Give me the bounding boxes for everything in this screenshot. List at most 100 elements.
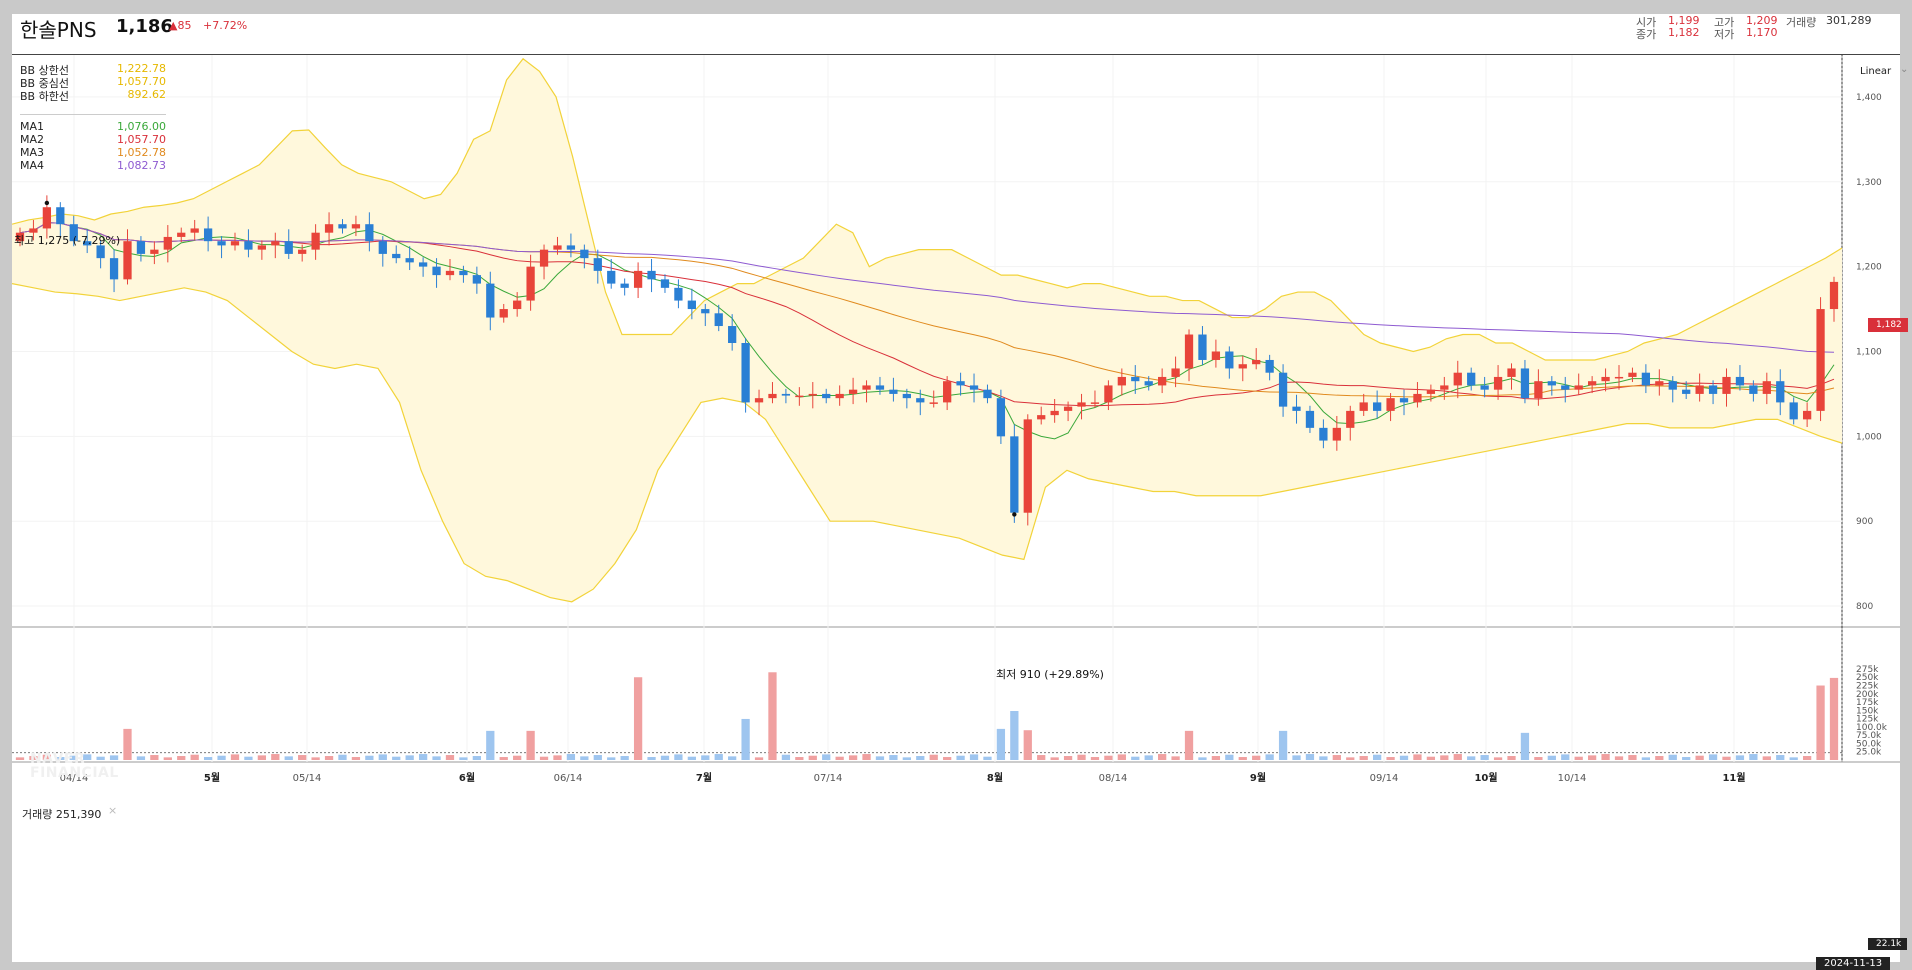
moving-average-layer bbox=[19, 222, 1835, 440]
candle-body bbox=[338, 224, 347, 229]
volume-bar bbox=[83, 754, 92, 760]
volume-bar bbox=[593, 755, 602, 760]
volume-bar bbox=[1117, 754, 1126, 760]
candle-body bbox=[96, 245, 105, 259]
volume-bar bbox=[956, 755, 965, 760]
volume-bar bbox=[1534, 757, 1543, 760]
candle-body bbox=[1507, 368, 1516, 377]
volume-bar bbox=[1722, 756, 1731, 760]
volume-bar bbox=[418, 754, 428, 760]
candle-body bbox=[15, 232, 25, 242]
volume-bar bbox=[996, 728, 1006, 760]
volume-bar bbox=[916, 756, 925, 760]
candle-body bbox=[728, 326, 737, 343]
candle-body bbox=[1292, 406, 1301, 411]
candle-body bbox=[244, 241, 253, 250]
volume-bar bbox=[1749, 754, 1758, 760]
legend-bb-middle-value: 1,057.70 bbox=[117, 75, 166, 88]
volume-tick-label: 125k bbox=[1856, 715, 1879, 725]
candle-body bbox=[929, 402, 938, 404]
volume-bar bbox=[1695, 755, 1704, 760]
legend-ma2-label: MA2 bbox=[20, 133, 45, 146]
volume-bar bbox=[1386, 757, 1395, 760]
candle-body bbox=[472, 275, 481, 284]
volume-bar bbox=[365, 755, 374, 760]
candle-body bbox=[1319, 427, 1328, 441]
candle-body bbox=[1278, 372, 1288, 407]
volume-bar bbox=[1104, 755, 1113, 760]
volume-tick-label: 250k bbox=[1856, 673, 1879, 683]
volume-bar bbox=[1373, 754, 1382, 760]
candle-body bbox=[1641, 372, 1651, 386]
candle-body bbox=[1520, 368, 1530, 399]
date-tick-label: 09/14 bbox=[1370, 773, 1399, 784]
bollinger-band-fill bbox=[12, 58, 1842, 602]
candle-body bbox=[1789, 402, 1798, 420]
chevron-down-icon[interactable]: ⌄ bbox=[1900, 64, 1909, 75]
candle-body bbox=[633, 270, 643, 288]
volume-bar bbox=[848, 755, 858, 760]
axis-layer: 1,400 1,300 1,200 1,100 1,000 900 800 04/14 5월 05… bbox=[60, 93, 1888, 784]
date-tick-label: 6월 bbox=[459, 772, 475, 784]
volume-bar bbox=[190, 754, 199, 760]
volume-bar bbox=[1507, 756, 1516, 760]
date-tick-label: 04/14 bbox=[60, 773, 89, 784]
candle-body bbox=[660, 279, 670, 288]
candle-body bbox=[69, 224, 78, 242]
candle-body bbox=[875, 385, 885, 390]
low-label: 저가 bbox=[1714, 28, 1735, 41]
candle-body bbox=[445, 270, 455, 276]
candle-body bbox=[553, 245, 562, 250]
volume-bar bbox=[1440, 755, 1449, 760]
volume-bar bbox=[1547, 755, 1556, 760]
candle-body bbox=[1816, 309, 1825, 411]
candle-body bbox=[1776, 381, 1785, 403]
price-tick-label: 1,400 bbox=[1856, 93, 1882, 103]
volume-bar bbox=[943, 757, 952, 760]
volume-bar bbox=[580, 756, 589, 760]
candle-body bbox=[1399, 398, 1409, 403]
volume-bar bbox=[338, 754, 347, 760]
price-tick-label: 900 bbox=[1856, 517, 1873, 527]
volume-bar bbox=[1278, 730, 1288, 760]
watermark-logo: NAVER FINANCIAL bbox=[30, 752, 119, 780]
candle-body bbox=[808, 393, 817, 396]
date-tick-label: 7월 bbox=[696, 772, 712, 784]
candle-body bbox=[217, 241, 226, 246]
candle-body bbox=[432, 266, 441, 276]
bollinger-upper-line bbox=[12, 57, 1843, 361]
ma2-line bbox=[19, 222, 1835, 407]
volume-bar bbox=[1319, 756, 1328, 760]
volume-tick-label: 150k bbox=[1856, 706, 1879, 716]
volume-bar bbox=[1171, 756, 1180, 760]
legend-ma1-label: MA1 bbox=[20, 120, 45, 133]
volume-bar bbox=[56, 757, 65, 760]
volume-bar bbox=[42, 754, 52, 760]
volume-bar bbox=[633, 677, 643, 760]
candle-body bbox=[687, 300, 696, 310]
volume-bar bbox=[741, 718, 750, 760]
volume-bar bbox=[1198, 757, 1207, 760]
close-icon[interactable]: × bbox=[108, 804, 118, 817]
volume-bar bbox=[298, 755, 307, 760]
candle-body bbox=[365, 224, 374, 242]
volume-bar bbox=[109, 755, 119, 760]
volume-value: 301,289 bbox=[1826, 14, 1872, 27]
volume-panel-title: 거래량 251,390 bbox=[22, 808, 102, 821]
chart-canvas[interactable]: 1,400 1,300 1,200 1,100 1,000 900 800 04/14 5월 05… bbox=[12, 14, 1900, 962]
date-tick-label: 5월 bbox=[204, 772, 220, 784]
legend-ma3-label: MA3 bbox=[20, 146, 45, 159]
candle-body bbox=[1480, 385, 1489, 390]
candle-body bbox=[714, 313, 723, 327]
volume-bar bbox=[835, 756, 844, 760]
volume-bar bbox=[1641, 757, 1651, 760]
volume-tick-label: 175k bbox=[1856, 698, 1879, 708]
legend-bb-lower-label: BB 하한선 bbox=[20, 90, 69, 103]
candle-body bbox=[822, 393, 831, 399]
volume-bar bbox=[566, 754, 576, 760]
candle-body bbox=[1467, 372, 1476, 386]
volume-bar bbox=[1802, 756, 1812, 760]
candle-body bbox=[1453, 372, 1462, 386]
candle-body bbox=[1010, 436, 1019, 513]
scale-mode-selector[interactable]: Linear bbox=[1860, 66, 1892, 77]
